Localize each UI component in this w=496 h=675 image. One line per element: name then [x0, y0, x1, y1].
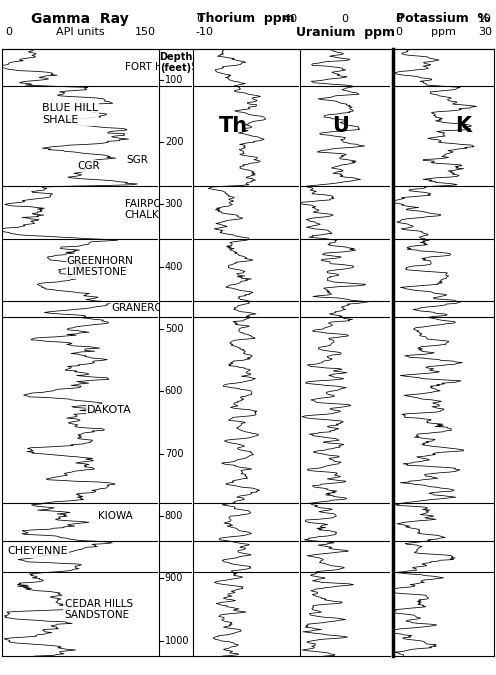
Text: 700: 700: [165, 449, 184, 458]
Text: 600: 600: [165, 386, 183, 396]
Text: Gamma  Ray: Gamma Ray: [31, 12, 129, 26]
Text: Uranium  ppm: Uranium ppm: [296, 26, 395, 39]
Text: 0: 0: [395, 14, 402, 24]
Text: 500: 500: [165, 324, 184, 334]
Text: Thorium  ppm: Thorium ppm: [197, 12, 295, 26]
Text: 200: 200: [165, 137, 184, 147]
Text: 30: 30: [478, 28, 492, 37]
Text: BLUE HILL
SHALE: BLUE HILL SHALE: [42, 103, 98, 125]
Text: Th: Th: [219, 117, 248, 136]
Text: CHEYENNE: CHEYENNE: [7, 547, 68, 556]
Text: 300: 300: [165, 199, 183, 209]
Text: -10: -10: [196, 28, 214, 37]
Text: 0: 0: [342, 14, 349, 24]
Text: 900: 900: [165, 573, 183, 583]
Text: 100: 100: [165, 75, 183, 85]
Text: 150: 150: [135, 28, 156, 37]
Text: KIOWA: KIOWA: [98, 511, 132, 521]
Text: 400: 400: [165, 262, 183, 271]
Text: API units: API units: [56, 28, 105, 37]
Text: Depth
(feet): Depth (feet): [159, 51, 192, 73]
Text: 0: 0: [5, 28, 12, 37]
Text: 800: 800: [165, 511, 183, 521]
Text: 0: 0: [196, 14, 203, 24]
Text: 40: 40: [284, 14, 298, 24]
Text: U: U: [332, 117, 349, 136]
Text: GREENHORN
LIMESTONE: GREENHORN LIMESTONE: [66, 256, 133, 277]
Text: GRANEROS: GRANEROS: [111, 303, 170, 313]
Text: DAKOTA: DAKOTA: [87, 405, 132, 415]
Text: 1000: 1000: [165, 636, 189, 645]
Text: K: K: [455, 117, 472, 136]
Text: FORT HAYS LS: FORT HAYS LS: [124, 62, 197, 72]
Text: Potassium  %: Potassium %: [396, 12, 491, 26]
Text: 10: 10: [478, 14, 492, 24]
Text: 0: 0: [395, 28, 402, 37]
Text: SGR: SGR: [126, 155, 149, 165]
Text: ppm: ppm: [431, 28, 456, 37]
Text: FAIRPORT
CHALK: FAIRPORT CHALK: [124, 198, 174, 220]
Text: CEDAR HILLS
SANDSTONE: CEDAR HILLS SANDSTONE: [64, 599, 133, 620]
Text: CGR: CGR: [77, 161, 100, 171]
